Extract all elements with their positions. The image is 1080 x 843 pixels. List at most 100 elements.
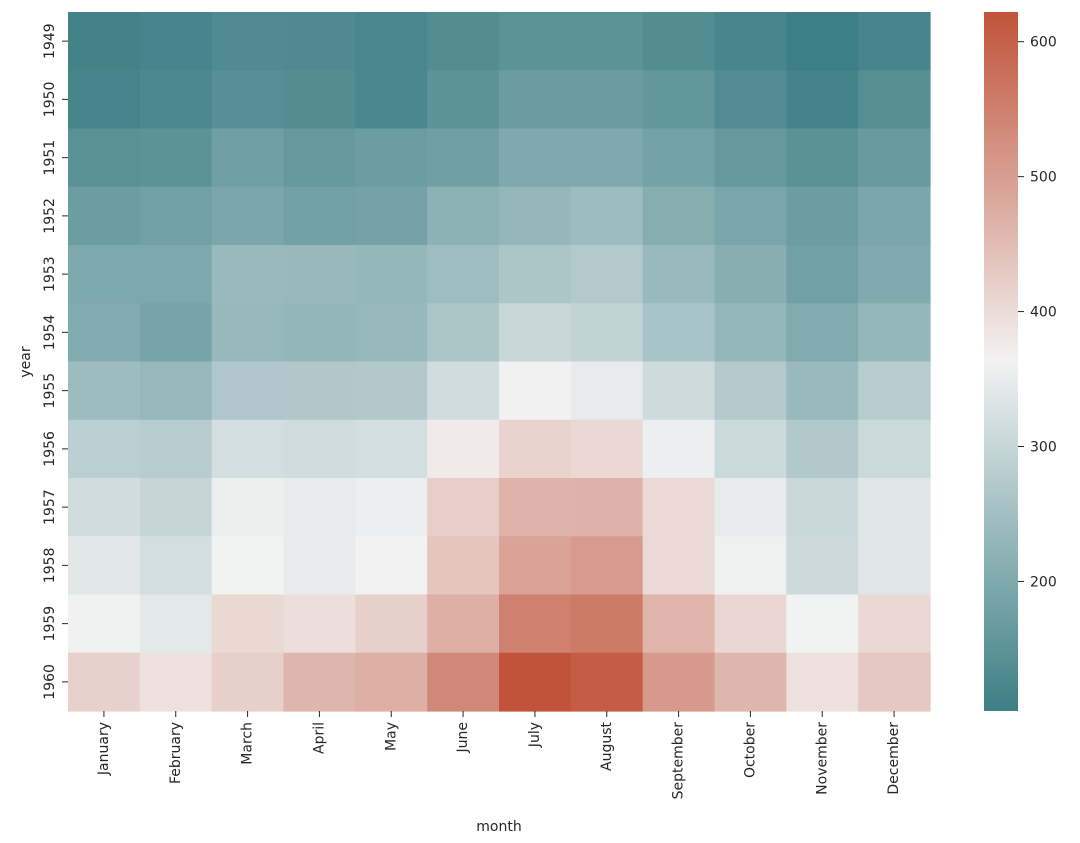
heatmap-cell [139, 536, 213, 596]
heatmap-cell [68, 303, 141, 363]
heatmap-cell [858, 128, 931, 188]
heatmap-cell [499, 419, 572, 479]
heatmap-cell [570, 245, 644, 304]
heatmap-cell [714, 303, 787, 363]
y-tick-label: 1958 [42, 548, 58, 584]
x-axis-label: month [476, 819, 521, 835]
heatmap-cell [858, 186, 931, 246]
heatmap-cell [642, 245, 716, 304]
heatmap-cell [714, 478, 787, 537]
heatmap-cell [642, 478, 716, 537]
heatmap-cell [355, 536, 428, 596]
heatmap-cell [427, 128, 500, 188]
heatmap-cell [211, 594, 285, 654]
heatmap-cell [642, 12, 716, 71]
heatmap-cell [858, 12, 931, 71]
heatmap-cell [283, 186, 356, 246]
heatmap-cell [786, 536, 859, 596]
heatmap-cell [283, 536, 356, 596]
heatmap-cell [211, 419, 285, 479]
heatmap-cell [68, 652, 141, 712]
heatmap-cell [139, 594, 213, 654]
heatmap-cell [139, 128, 213, 188]
heatmap-cell [858, 652, 931, 712]
heatmap-cell [355, 128, 428, 188]
heatmap-cell [499, 652, 572, 712]
heatmap-cell [139, 419, 213, 479]
heatmap-cell [283, 419, 356, 479]
heatmap-cell [570, 70, 644, 130]
heatmap-cell [211, 70, 285, 130]
heatmap-cell [499, 361, 572, 421]
x-tick-label: May [383, 722, 399, 751]
y-tick-label: 1957 [42, 489, 58, 525]
heatmap-cell [68, 419, 141, 479]
heatmap-cell [786, 70, 859, 130]
heatmap-cell [499, 12, 572, 71]
x-tick-label: July [527, 722, 543, 748]
x-tick-label: March [240, 722, 256, 765]
heatmap-cell [570, 128, 644, 188]
heatmap-cell [355, 419, 428, 479]
heatmap-cell [68, 536, 141, 596]
heatmap-cell [139, 186, 213, 246]
heatmap-cell [786, 245, 859, 304]
heatmap-cell [283, 652, 356, 712]
heatmap-cell [570, 594, 644, 654]
heatmap-cell [858, 361, 931, 421]
heatmap-cell [211, 303, 285, 363]
heatmap-cell [858, 536, 931, 596]
heatmap-cell [858, 303, 931, 363]
heatmap-cell [211, 652, 285, 712]
heatmap-cell [786, 12, 859, 71]
heatmap-cell [786, 652, 859, 712]
heatmap-cell [211, 186, 285, 246]
heatmap-cell [211, 536, 285, 596]
y-tick-label: 1950 [42, 82, 58, 118]
heatmap-cell [68, 128, 141, 188]
heatmap-cell [499, 70, 572, 130]
heatmap-cell [427, 186, 500, 246]
heatmap-cell [499, 245, 572, 304]
colorbar-ticks: 200 300 400 500 600 [1018, 35, 1057, 590]
colorbar [984, 12, 1018, 711]
heatmap-cell [283, 128, 356, 188]
heatmap-cell [858, 478, 931, 537]
heatmap-cell [714, 419, 787, 479]
heatmap-cell [355, 361, 428, 421]
heatmap-cell [714, 594, 787, 654]
y-tick-label: 1951 [42, 140, 58, 176]
heatmap-cell [355, 594, 428, 654]
heatmap-cell [68, 478, 141, 537]
heatmap-cell [355, 303, 428, 363]
heatmap-cell [499, 186, 572, 246]
x-tick-label: October [742, 722, 758, 778]
heatmap-cell [642, 70, 716, 130]
heatmap-cell [68, 594, 141, 654]
heatmap-cell [642, 128, 716, 188]
heatmap-cell [642, 594, 716, 654]
heatmap-cell [68, 12, 141, 71]
heatmap-cell [427, 419, 500, 479]
heatmap-cell [283, 70, 356, 130]
colorbar-tick-label: 600 [1030, 35, 1057, 51]
heatmap-cell [786, 303, 859, 363]
y-tick-label: 1952 [42, 198, 58, 234]
heatmap-cell [786, 419, 859, 479]
heatmap-cell [283, 303, 356, 363]
heatmap-cell [570, 419, 644, 479]
heatmap-cell [427, 245, 500, 304]
heatmap-cell [714, 12, 787, 71]
y-tick-label: 1959 [42, 606, 58, 642]
heatmap-cell [355, 478, 428, 537]
y-tick-label: 1953 [42, 256, 58, 292]
heatmap-cell [211, 361, 285, 421]
heatmap-cell [427, 361, 500, 421]
heatmap-cell [858, 594, 931, 654]
heatmap-cell [139, 245, 213, 304]
heatmap-cell [355, 245, 428, 304]
heatmap-cell [642, 361, 716, 421]
x-tick-label: June [455, 722, 471, 754]
heatmap-cell [786, 128, 859, 188]
heatmap-cell [427, 536, 500, 596]
